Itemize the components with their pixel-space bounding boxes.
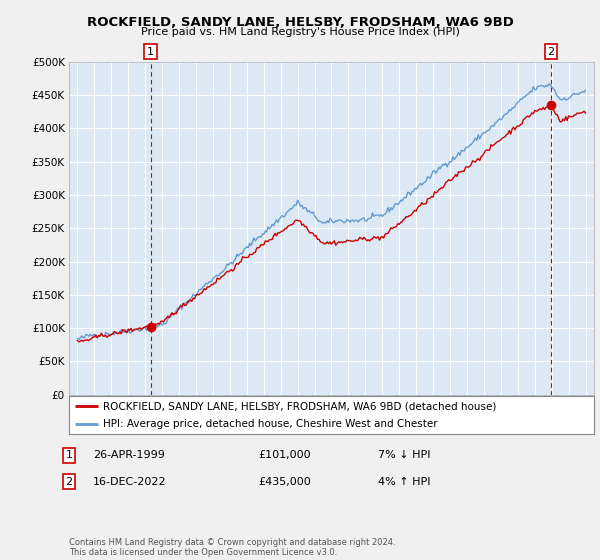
Text: 7% ↓ HPI: 7% ↓ HPI <box>378 450 431 460</box>
Text: ROCKFIELD, SANDY LANE, HELSBY, FRODSHAM, WA6 9BD (detached house): ROCKFIELD, SANDY LANE, HELSBY, FRODSHAM,… <box>103 401 497 411</box>
Text: £101,000: £101,000 <box>258 450 311 460</box>
Text: Price paid vs. HM Land Registry's House Price Index (HPI): Price paid vs. HM Land Registry's House … <box>140 27 460 37</box>
Text: 4% ↑ HPI: 4% ↑ HPI <box>378 477 431 487</box>
Text: 1: 1 <box>65 450 73 460</box>
Text: 26-APR-1999: 26-APR-1999 <box>93 450 165 460</box>
Text: HPI: Average price, detached house, Cheshire West and Chester: HPI: Average price, detached house, Ches… <box>103 419 438 430</box>
Text: 2: 2 <box>547 46 554 57</box>
Text: 2: 2 <box>65 477 73 487</box>
Text: 1: 1 <box>147 46 154 57</box>
Text: 16-DEC-2022: 16-DEC-2022 <box>93 477 167 487</box>
Text: £435,000: £435,000 <box>258 477 311 487</box>
Text: Contains HM Land Registry data © Crown copyright and database right 2024.
This d: Contains HM Land Registry data © Crown c… <box>69 538 395 557</box>
Text: ROCKFIELD, SANDY LANE, HELSBY, FRODSHAM, WA6 9BD: ROCKFIELD, SANDY LANE, HELSBY, FRODSHAM,… <box>86 16 514 29</box>
